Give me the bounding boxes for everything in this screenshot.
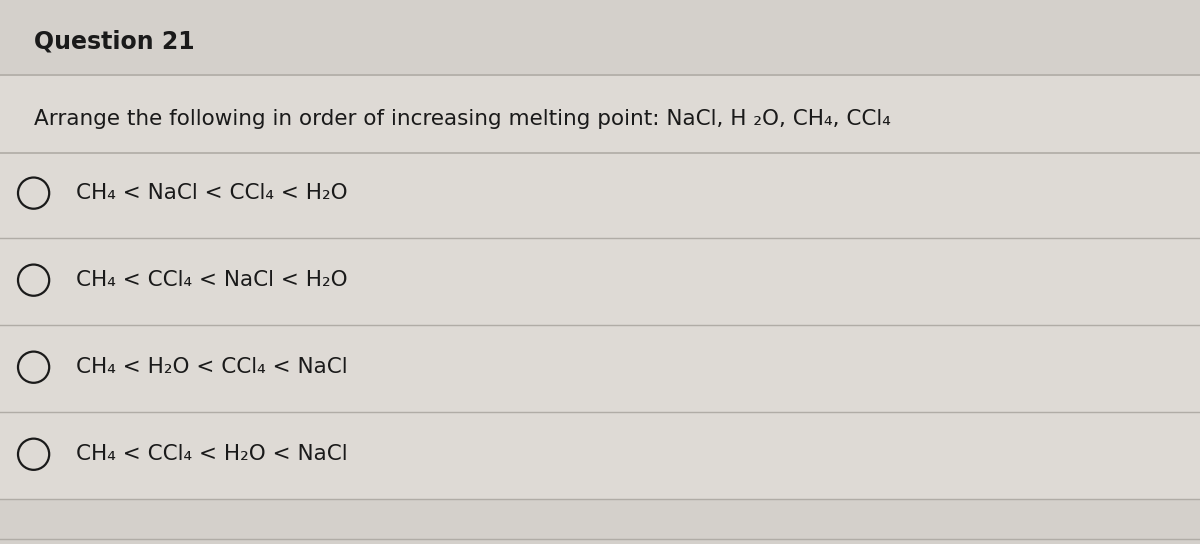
Bar	[0, 0, 1200, 73]
Bar	[0, 239, 1200, 324]
Text: CH₄ < H₂O < CCl₄ < NaCl: CH₄ < H₂O < CCl₄ < NaCl	[76, 357, 347, 377]
Text: Arrange the following in order of increasing melting point: NaCl, H ₂O, CH₄, CCl: Arrange the following in order of increa…	[34, 109, 890, 129]
Bar	[0, 76, 1200, 152]
Text: CH₄ < CCl₄ < H₂O < NaCl: CH₄ < CCl₄ < H₂O < NaCl	[76, 444, 347, 464]
Text: Question 21: Question 21	[34, 30, 194, 54]
Bar	[0, 152, 1200, 237]
Text: CH₄ < NaCl < CCl₄ < H₂O: CH₄ < NaCl < CCl₄ < H₂O	[76, 183, 347, 203]
Text: CH₄ < CCl₄ < NaCl < H₂O: CH₄ < CCl₄ < NaCl < H₂O	[76, 270, 347, 290]
Bar	[0, 413, 1200, 498]
Bar	[0, 326, 1200, 411]
